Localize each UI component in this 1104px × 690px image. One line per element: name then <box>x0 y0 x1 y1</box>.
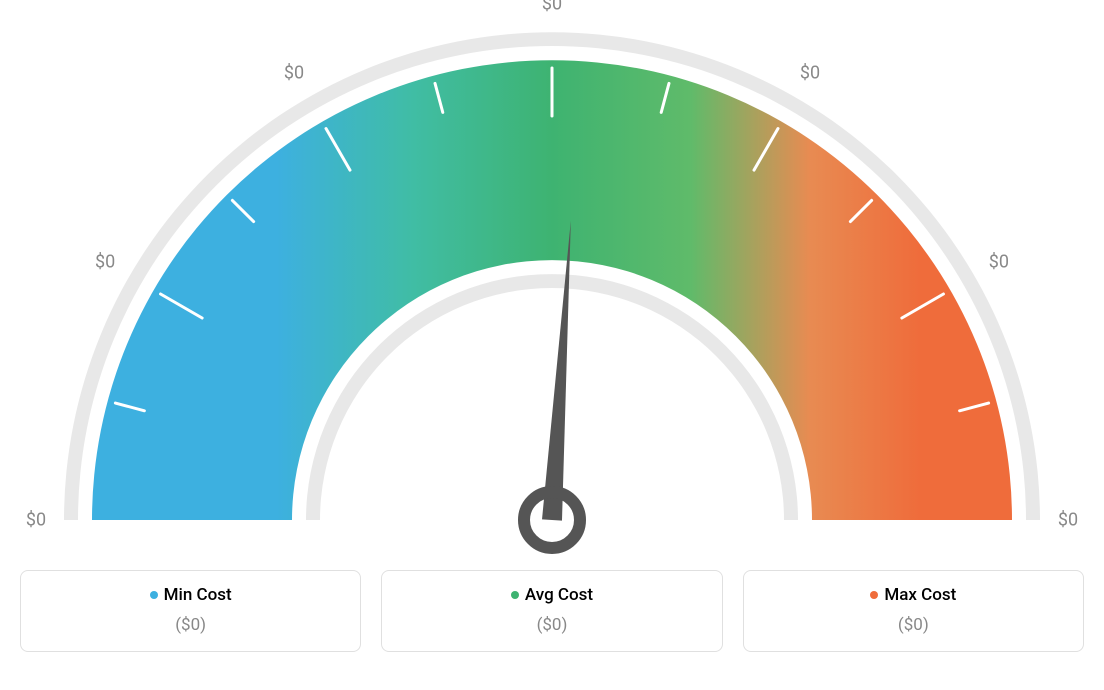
gauge-tick-label: $0 <box>1058 510 1078 531</box>
legend-title-avg: Avg Cost <box>382 585 721 605</box>
cost-gauge-chart: $0$0$0$0$0$0$0 Min Cost ($0) Avg Cost ($… <box>20 20 1084 652</box>
legend-label-min: Min Cost <box>164 585 232 605</box>
gauge-tick-label: $0 <box>26 510 46 531</box>
gauge-tick-label: $0 <box>95 252 115 273</box>
legend-title-min: Min Cost <box>21 585 360 605</box>
gauge-tick-label: $0 <box>800 63 820 84</box>
legend-label-max: Max Cost <box>884 585 956 605</box>
gauge-svg <box>20 20 1084 560</box>
legend-value-max: ($0) <box>744 615 1083 635</box>
legend-card-avg: Avg Cost ($0) <box>381 570 722 652</box>
legend-dot-max <box>870 591 878 599</box>
legend-value-avg: ($0) <box>382 615 721 635</box>
gauge-area: $0$0$0$0$0$0$0 <box>20 20 1084 560</box>
legend-card-min: Min Cost ($0) <box>20 570 361 652</box>
gauge-tick-label: $0 <box>284 63 304 84</box>
legend-card-max: Max Cost ($0) <box>743 570 1084 652</box>
legend-value-min: ($0) <box>21 615 360 635</box>
gauge-tick-label: $0 <box>989 252 1009 273</box>
legend-dot-min <box>150 591 158 599</box>
legend-label-avg: Avg Cost <box>525 585 593 605</box>
legend-title-max: Max Cost <box>744 585 1083 605</box>
legend-dot-avg <box>511 591 519 599</box>
gauge-tick-label: $0 <box>542 0 562 15</box>
legend-row: Min Cost ($0) Avg Cost ($0) Max Cost ($0… <box>20 570 1084 652</box>
